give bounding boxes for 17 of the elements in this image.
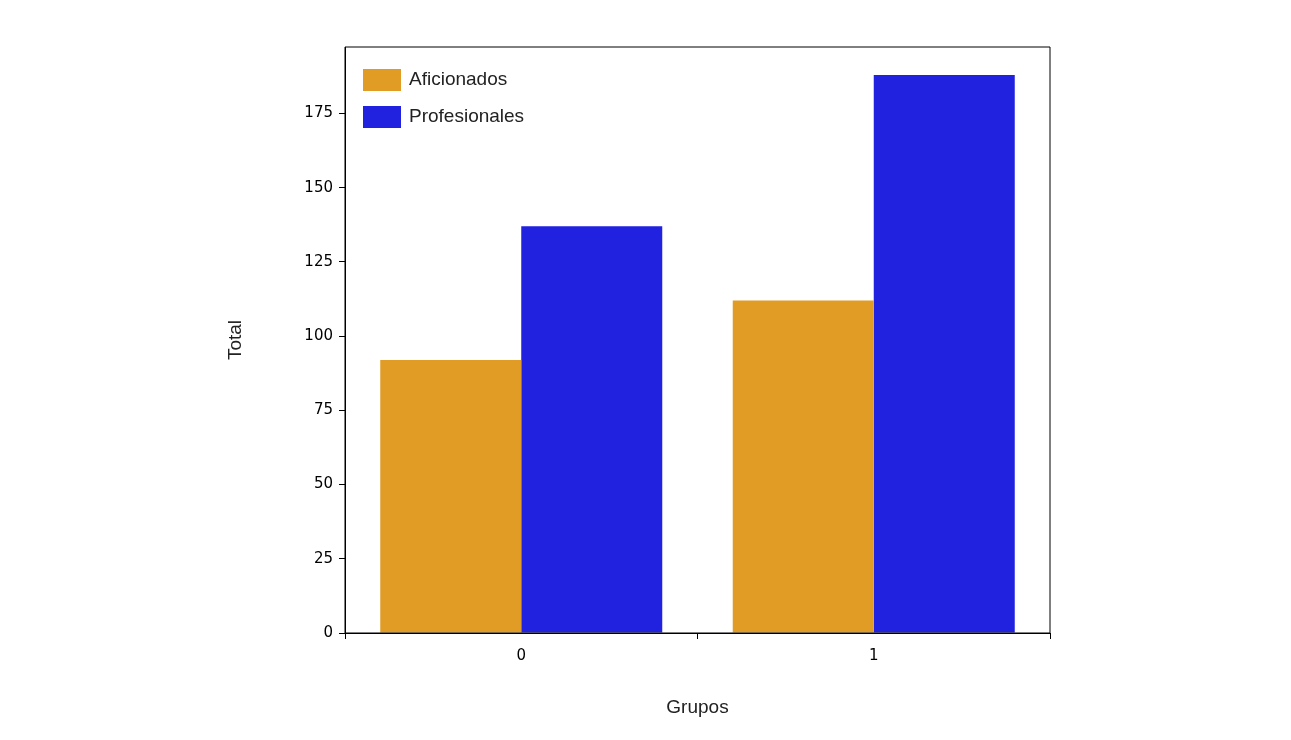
y-axis-title: Total bbox=[223, 319, 245, 361]
y-tick-label: 0 bbox=[323, 622, 333, 641]
bar bbox=[873, 74, 1015, 633]
y-tick-label: 125 bbox=[304, 251, 333, 270]
x-tick-label: 1 bbox=[868, 645, 879, 664]
bar bbox=[732, 300, 874, 633]
y-tick-label: 150 bbox=[304, 177, 333, 196]
legend-label: Aficionados bbox=[409, 68, 508, 90]
y-tick-label: 100 bbox=[304, 326, 333, 345]
legend-label: Profesionales bbox=[409, 105, 525, 127]
y-tick-label: 75 bbox=[313, 400, 333, 419]
bar bbox=[380, 359, 522, 633]
x-axis-title: Grupos bbox=[666, 695, 729, 717]
y-tick-label: 175 bbox=[304, 103, 333, 122]
y-tick-label: 50 bbox=[313, 474, 333, 493]
y-tick-label: 25 bbox=[313, 548, 333, 567]
bar bbox=[521, 226, 663, 633]
